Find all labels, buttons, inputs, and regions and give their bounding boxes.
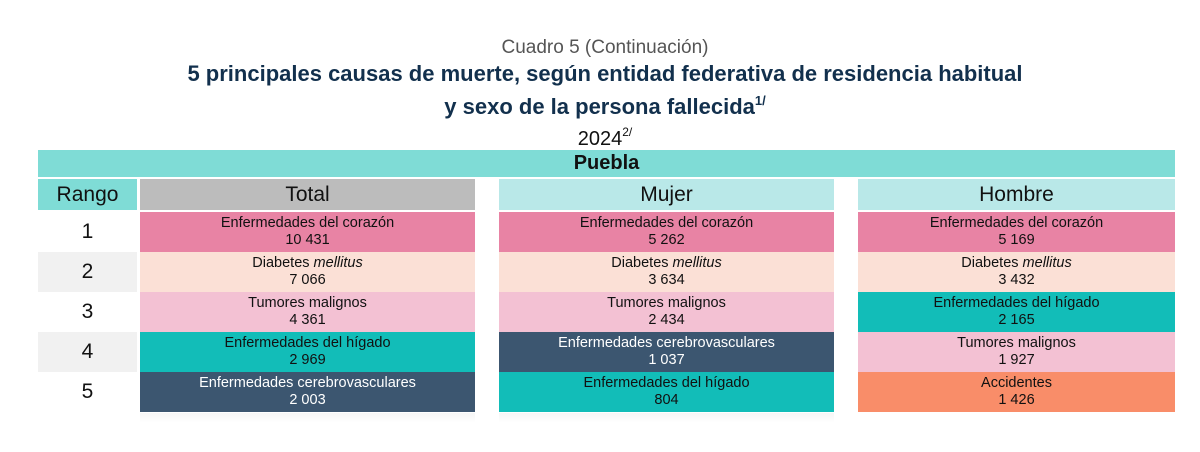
cause-name: Tumores malignos	[858, 335, 1175, 352]
cause-label: Enfermedades cerebrovasculares	[199, 375, 416, 391]
total-cause-cell: Enfermedades cerebrovasculares 2 003	[140, 372, 475, 412]
death-count: 804	[654, 392, 679, 408]
title-line-1: 5 principales causas de muerte, según en…	[187, 61, 1023, 86]
death-count: 1 037	[648, 352, 685, 368]
table-shadow	[499, 413, 834, 423]
cause-label: Tumores malignos	[248, 295, 367, 311]
mujer-cause-cell: Enfermedades del corazón 5 262	[499, 212, 834, 252]
cause-label-italic: mellitus	[672, 255, 722, 271]
death-count: 5 262	[648, 232, 685, 248]
hombre-cause-cell: Enfermedades del hígado 2 165	[858, 292, 1175, 332]
cause-name: Diabetes mellitus	[140, 255, 475, 272]
total-cause-cell: Enfermedades del corazón 10 431	[140, 212, 475, 252]
rank-cell: 4	[38, 332, 137, 372]
death-count: 2 165	[998, 312, 1035, 328]
rank-cell: 5	[81, 380, 94, 403]
table-shadow	[140, 413, 475, 423]
cause-label: Tumores malignos	[607, 295, 726, 311]
cause-name: Enfermedades del hígado	[499, 375, 834, 392]
column-header-hombre: Hombre	[858, 179, 1175, 210]
death-count: 1 426	[998, 392, 1035, 408]
cause-label: Diabetes	[611, 255, 669, 271]
cause-name: Enfermedades cerebrovasculares	[499, 335, 834, 352]
cause-label: Enfermedades del hígado	[583, 375, 750, 391]
death-count: 3 634	[648, 272, 685, 288]
year-value: 2024	[577, 128, 623, 150]
rank-cell: 3	[81, 300, 94, 323]
cause-label: Enfermedades del corazón	[929, 215, 1104, 231]
cause-name: Accidentes	[858, 375, 1175, 392]
death-count: 7 066	[289, 272, 326, 288]
cause-label: Enfermedades del hígado	[224, 335, 391, 351]
total-cause-cell: Enfermedades del hígado 2 969	[140, 332, 475, 372]
rank-cell: 1	[81, 220, 94, 243]
cause-name: Diabetes mellitus	[858, 255, 1175, 272]
cause-name: Enfermedades del hígado	[140, 335, 475, 352]
cause-name: Tumores malignos	[140, 295, 475, 312]
cause-label: Tumores malignos	[957, 335, 1076, 351]
cause-label-italic: mellitus	[1022, 255, 1072, 271]
state-header: Puebla	[38, 150, 1175, 177]
table-number: Cuadro 5 (Continuación)	[501, 37, 709, 58]
death-count: 5 169	[998, 232, 1035, 248]
cause-label: Enfermedades del corazón	[579, 215, 754, 231]
column-header-total: Total	[140, 179, 475, 210]
cause-name: Enfermedades del corazón	[499, 215, 834, 232]
cause-name: Tumores malignos	[499, 295, 834, 312]
total-cause-cell: Tumores malignos 4 361	[140, 292, 475, 332]
death-count: 2 969	[289, 352, 326, 368]
table-title-line-2: y sexo de la persona fallecida1/	[0, 87, 1200, 120]
cause-name: Enfermedades cerebrovasculares	[140, 375, 475, 392]
title-line-2: y sexo de la persona fallecida	[444, 94, 755, 119]
cause-label: Enfermedades del corazón	[220, 215, 395, 231]
column-header-rango: Rango	[38, 179, 137, 210]
total-cause-cell: Diabetes mellitus 7 066	[140, 252, 475, 292]
rank-cell: 2	[38, 252, 137, 292]
footnote-ref-2: 2/	[622, 125, 633, 139]
footnote-ref-1: 1/	[754, 93, 766, 108]
death-count: 4 361	[289, 312, 326, 328]
death-count: 2 003	[289, 392, 326, 408]
hombre-cause-cell: Diabetes mellitus 3 432	[858, 252, 1175, 292]
cause-label: Diabetes	[252, 255, 310, 271]
cause-label: Diabetes	[961, 255, 1019, 271]
cause-name: Diabetes mellitus	[499, 255, 834, 272]
death-count: 2 434	[648, 312, 685, 328]
mujer-cause-cell: Diabetes mellitus 3 634	[499, 252, 834, 292]
death-count: 3 432	[998, 272, 1035, 288]
hombre-cause-cell: Tumores malignos 1 927	[858, 332, 1175, 372]
column-header-mujer: Mujer	[499, 179, 834, 210]
table-caption: Cuadro 5 (Continuación) 5 principales ca…	[0, 36, 1200, 152]
cause-label-italic: mellitus	[313, 255, 363, 271]
mujer-cause-cell: Enfermedades del hígado 804	[499, 372, 834, 412]
death-count: 10 431	[285, 232, 330, 248]
table-title: 5 principales causas de muerte, según en…	[0, 60, 1200, 87]
hombre-cause-cell: Accidentes 1 426	[858, 372, 1175, 412]
cause-name: Enfermedades del corazón	[858, 215, 1175, 232]
mujer-cause-cell: Tumores malignos 2 434	[499, 292, 834, 332]
mujer-cause-cell: Enfermedades cerebrovasculares 1 037	[499, 332, 834, 372]
cause-name: Enfermedades del hígado	[858, 295, 1175, 312]
cause-name: Enfermedades del corazón	[140, 215, 475, 232]
cause-label: Accidentes	[981, 375, 1052, 391]
hombre-cause-cell: Enfermedades del corazón 5 169	[858, 212, 1175, 252]
cause-label: Enfermedades del hígado	[933, 295, 1100, 311]
table-year: 20242/	[0, 119, 1200, 152]
death-count: 1 927	[998, 352, 1035, 368]
cause-label: Enfermedades cerebrovasculares	[558, 335, 775, 351]
